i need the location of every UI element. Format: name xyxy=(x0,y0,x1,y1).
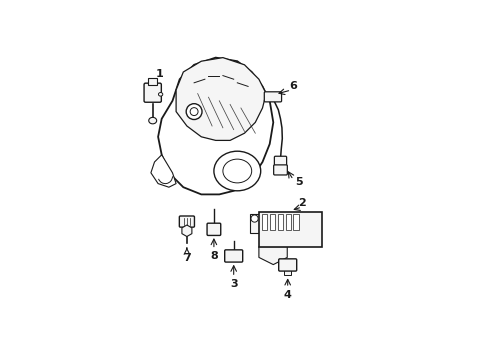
FancyBboxPatch shape xyxy=(206,223,220,235)
Bar xyxy=(284,270,291,275)
FancyBboxPatch shape xyxy=(274,156,286,166)
Text: 8: 8 xyxy=(209,251,217,261)
Polygon shape xyxy=(151,155,176,187)
Text: 6: 6 xyxy=(288,81,296,91)
Text: 2: 2 xyxy=(298,198,305,208)
Bar xyxy=(249,214,258,233)
Bar xyxy=(261,214,266,230)
Polygon shape xyxy=(176,58,265,140)
Text: 7: 7 xyxy=(183,253,190,263)
Circle shape xyxy=(186,104,202,120)
FancyBboxPatch shape xyxy=(144,83,161,102)
Bar xyxy=(277,214,283,230)
Text: 1: 1 xyxy=(156,69,163,79)
Ellipse shape xyxy=(213,151,260,191)
Ellipse shape xyxy=(148,117,156,124)
Circle shape xyxy=(250,215,258,222)
Bar xyxy=(285,214,290,230)
Text: 3: 3 xyxy=(229,279,237,289)
Bar xyxy=(293,214,298,230)
Ellipse shape xyxy=(158,93,163,96)
Polygon shape xyxy=(158,58,273,194)
FancyBboxPatch shape xyxy=(273,165,287,175)
Bar xyxy=(148,78,157,85)
Bar xyxy=(269,214,275,230)
FancyBboxPatch shape xyxy=(278,259,296,271)
FancyBboxPatch shape xyxy=(224,250,242,262)
FancyBboxPatch shape xyxy=(179,216,194,227)
Polygon shape xyxy=(182,225,191,237)
Text: 5: 5 xyxy=(294,177,302,187)
Circle shape xyxy=(190,108,198,116)
FancyBboxPatch shape xyxy=(264,92,281,102)
Ellipse shape xyxy=(223,159,251,183)
Text: 4: 4 xyxy=(283,290,291,300)
Polygon shape xyxy=(258,247,286,265)
Bar xyxy=(258,212,321,247)
